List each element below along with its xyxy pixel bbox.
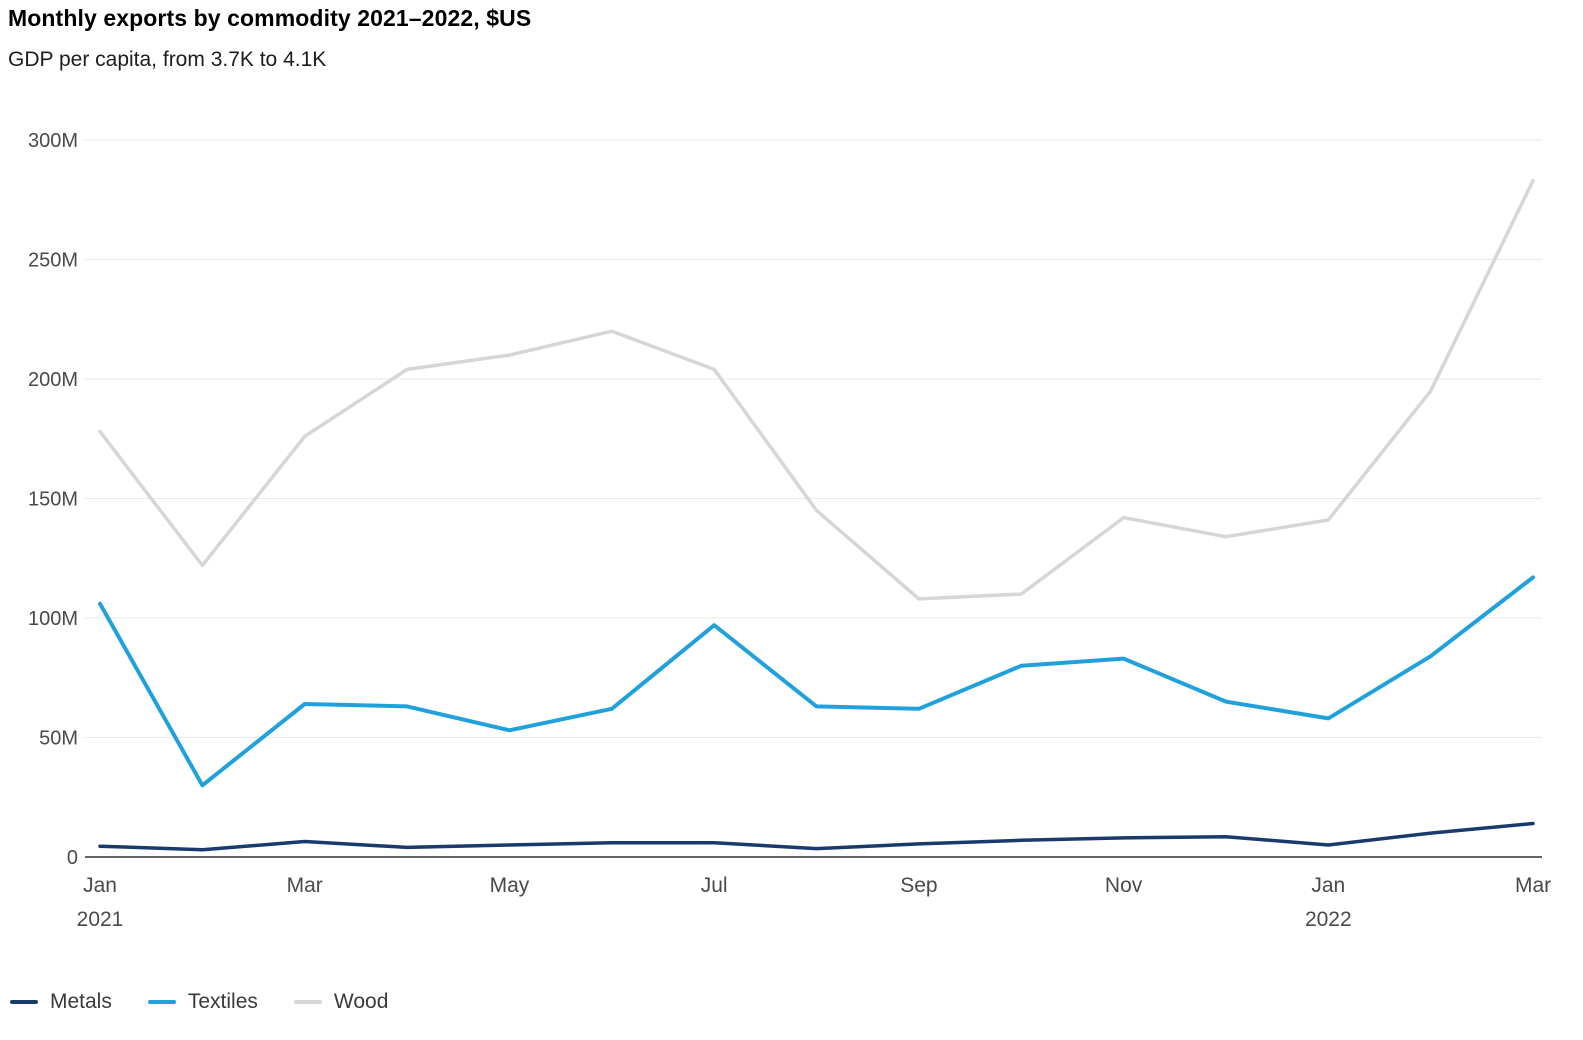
legend-label-wood: Wood [333, 990, 389, 1013]
x-tick-label-jan-2021: Jan [83, 874, 117, 897]
y-tick-label-100M: 100M [28, 608, 78, 630]
x-tick-label-jul: Jul [701, 874, 728, 897]
x-tick-year-2022: 2022 [1305, 908, 1352, 931]
chart-subtitle: GDP per capita, from 3.7K to 4.1K [8, 48, 327, 71]
legend-item-textiles: Textiles [147, 990, 258, 1014]
legend: Metals Textiles Wood [10, 990, 388, 1014]
legend-label-metals: Metals [50, 990, 112, 1013]
legend-swatch-textiles [147, 1000, 176, 1004]
series-line-metals [98, 821, 1535, 852]
y-tick-label-200M: 200M [28, 369, 78, 391]
legend-swatch-wood [293, 1000, 322, 1004]
x-tick-label-mar: Mar [287, 874, 323, 897]
y-tick-label-250M: 250M [28, 250, 78, 272]
x-tick-label-nov: Nov [1105, 874, 1143, 897]
y-tick-label-300M: 300M [28, 130, 78, 152]
y-tick-label-50M: 50M [39, 728, 78, 750]
x-tick-label-mar: Mar [1515, 874, 1551, 897]
legend-swatch-metals [10, 1000, 38, 1004]
legend-item-wood: Wood [293, 990, 389, 1014]
x-tick-label-jan-2022: Jan [1311, 874, 1345, 897]
series-line-textiles [98, 575, 1535, 788]
x-tick-label-may: May [490, 874, 530, 897]
chart-title: Monthly exports by commodity 2021–2022, … [8, 5, 532, 31]
series-line-wood [98, 178, 1535, 601]
x-tick-year-2021: 2021 [77, 908, 124, 931]
legend-label-textiles: Textiles [187, 990, 258, 1013]
y-tick-label-150M: 150M [28, 489, 78, 511]
legend-item-metals: Metals [10, 990, 112, 1014]
line-chart-svg: 0 50M 100M 150M 200M 250M 300M Jan 2021 Mar May Jul… [28, 130, 1551, 931]
y-tick-label-0: 0 [67, 847, 78, 869]
x-tick-label-sep: Sep [900, 874, 937, 897]
